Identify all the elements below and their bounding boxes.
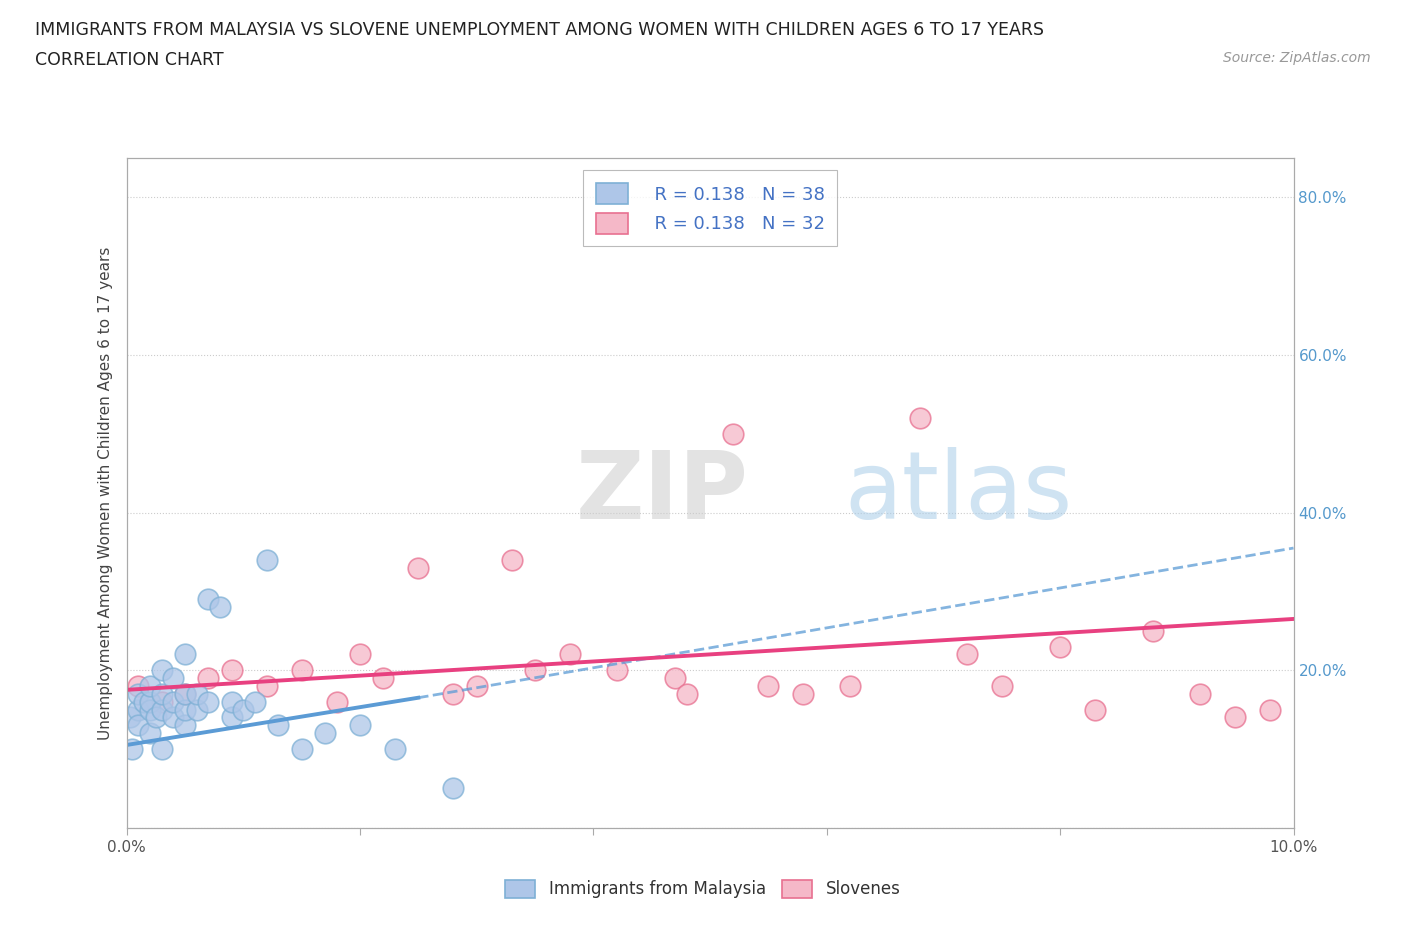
Point [139,679,162,694]
Point [139,702,162,717]
Text: CORRELATION CHART: CORRELATION CHART [35,51,224,69]
Point [127,686,149,701]
Legend: Immigrants from Malaysia, Slovenes: Immigrants from Malaysia, Slovenes [499,873,907,905]
Point [139,694,162,709]
Point [792,686,814,701]
Point [290,741,312,756]
Point [956,647,979,662]
Point [221,694,243,709]
Point [408,560,430,575]
Point [132,694,155,709]
Point [174,686,197,701]
Point [256,552,278,567]
Text: IMMIGRANTS FROM MALAYSIA VS SLOVENE UNEMPLOYMENT AMONG WOMEN WITH CHILDREN AGES : IMMIGRANTS FROM MALAYSIA VS SLOVENE UNEM… [35,21,1045,39]
Point [349,718,371,733]
Point [373,671,395,685]
Point [221,710,243,724]
Point [990,679,1012,694]
Point [221,663,243,678]
Point [127,702,149,717]
Point [1084,702,1107,717]
Point [174,702,197,717]
Point [121,741,143,756]
Point [524,663,547,678]
Point [150,702,173,717]
Point [384,741,406,756]
Point [1258,702,1281,717]
Point [1223,710,1246,724]
Point [197,671,219,685]
Point [267,718,290,733]
Point [441,686,464,701]
Point [756,679,779,694]
Point [1049,639,1071,654]
Point [150,686,173,701]
Point [1189,686,1212,701]
Point [150,663,173,678]
Point [664,671,686,685]
Legend:   R = 0.138   N = 38,   R = 0.138   N = 32: R = 0.138 N = 38, R = 0.138 N = 32 [583,170,837,246]
Point [197,694,219,709]
Point [465,679,488,694]
Y-axis label: Unemployment Among Women with Children Ages 6 to 17 years: Unemployment Among Women with Children A… [98,246,114,739]
Point [174,686,197,701]
Point [558,647,581,662]
Point [127,718,149,733]
Point [675,686,697,701]
Point [162,671,184,685]
Point [118,710,141,724]
Point [501,552,523,567]
Point [186,702,208,717]
Point [208,600,231,615]
Point [127,679,149,694]
Text: Source: ZipAtlas.com: Source: ZipAtlas.com [1223,51,1371,65]
Point [723,426,745,441]
Point [186,686,208,701]
Point [908,411,931,426]
Point [441,781,464,796]
Text: ZIP: ZIP [576,447,749,538]
Point [174,647,197,662]
Point [243,694,266,709]
Point [606,663,628,678]
Point [139,725,162,740]
Point [145,710,167,724]
Point [162,694,184,709]
Point [349,647,371,662]
Point [150,741,173,756]
Point [256,679,278,694]
Point [232,702,254,717]
Point [197,591,219,606]
Point [174,718,197,733]
Text: atlas: atlas [844,447,1073,538]
Point [1142,623,1164,638]
Point [314,725,336,740]
Point [325,694,347,709]
Point [839,679,862,694]
Point [162,710,184,724]
Point [290,663,312,678]
Point [150,694,173,709]
